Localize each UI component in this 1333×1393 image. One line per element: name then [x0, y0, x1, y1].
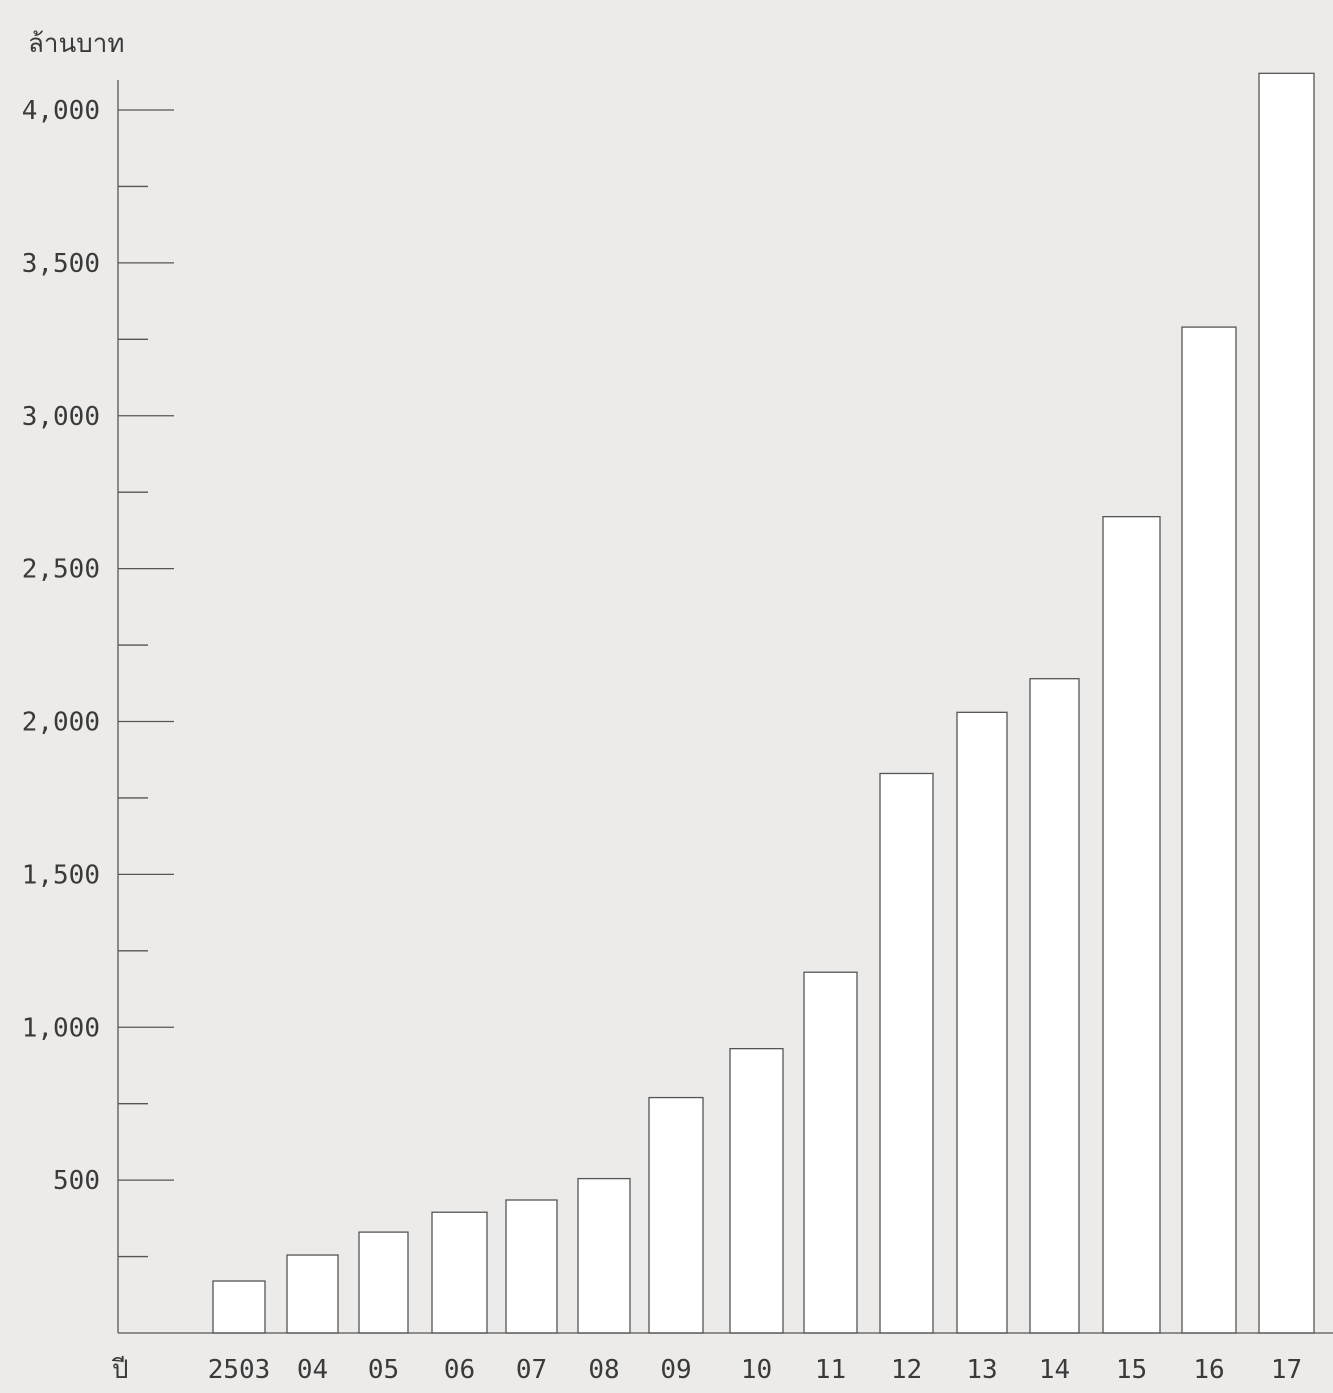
- x-tick-label-04: 04: [297, 1355, 328, 1385]
- y-tick-label-500: 500: [53, 1166, 100, 1196]
- x-tick-label-16: 16: [1193, 1355, 1224, 1385]
- bar-15: [1102, 515, 1161, 1334]
- axis-layer: [117, 80, 1333, 1334]
- y-tick-label-3500: 3,500: [22, 249, 100, 279]
- bar-08: [577, 1177, 631, 1334]
- bar-13: [956, 711, 1008, 1334]
- bar-11: [803, 971, 858, 1334]
- bars-layer: [212, 72, 1315, 1334]
- bar-12: [879, 772, 934, 1334]
- bar-10: [729, 1048, 784, 1334]
- y-tick-label-3000: 3,000: [22, 402, 100, 432]
- x-tick-label-07: 07: [516, 1355, 547, 1385]
- y-tick-label-2000: 2,000: [22, 708, 100, 738]
- bar-06: [431, 1211, 488, 1334]
- x-tick-label-14: 14: [1039, 1355, 1070, 1385]
- y-tick-label-4000: 4,000: [22, 96, 100, 126]
- bar-14: [1029, 678, 1080, 1334]
- bar-2503: [212, 1280, 266, 1334]
- y-axis-label: ล้านบาท: [28, 29, 125, 59]
- y-tick-label-1500: 1,500: [22, 860, 100, 890]
- bar-16: [1181, 326, 1237, 1334]
- x-tick-label-05: 05: [368, 1355, 399, 1385]
- y-tick-label-2500: 2,500: [22, 555, 100, 585]
- x-tick-label-12: 12: [891, 1355, 922, 1385]
- x-axis-label: ปี: [111, 1355, 129, 1385]
- bar-04: [286, 1254, 339, 1334]
- x-tick-label-13: 13: [966, 1355, 997, 1385]
- x-tick-label-17: 17: [1271, 1355, 1302, 1385]
- bar-17: [1258, 72, 1315, 1334]
- y-tick-label-1000: 1,000: [22, 1013, 100, 1043]
- bar-05: [358, 1231, 409, 1334]
- bar-07: [505, 1199, 558, 1334]
- x-tick-label-09: 09: [660, 1355, 691, 1385]
- x-tick-label-08: 08: [588, 1355, 619, 1385]
- y-ticks-layer: 500 1,000 1,500 2,000 2,500 3,000 3,500 4,000: [22, 96, 174, 1258]
- x-tick-label-15: 15: [1116, 1355, 1147, 1385]
- x-tick-label-2503: 2503: [208, 1355, 271, 1385]
- x-tick-label-06: 06: [444, 1355, 475, 1385]
- x-tick-label-11: 11: [815, 1355, 846, 1385]
- bar-09: [648, 1096, 704, 1334]
- x-labels-layer: 2503 04 05 06 07 08 09 10 11 12 13 14 15 16 17: [208, 1355, 1302, 1385]
- x-tick-label-10: 10: [741, 1355, 772, 1385]
